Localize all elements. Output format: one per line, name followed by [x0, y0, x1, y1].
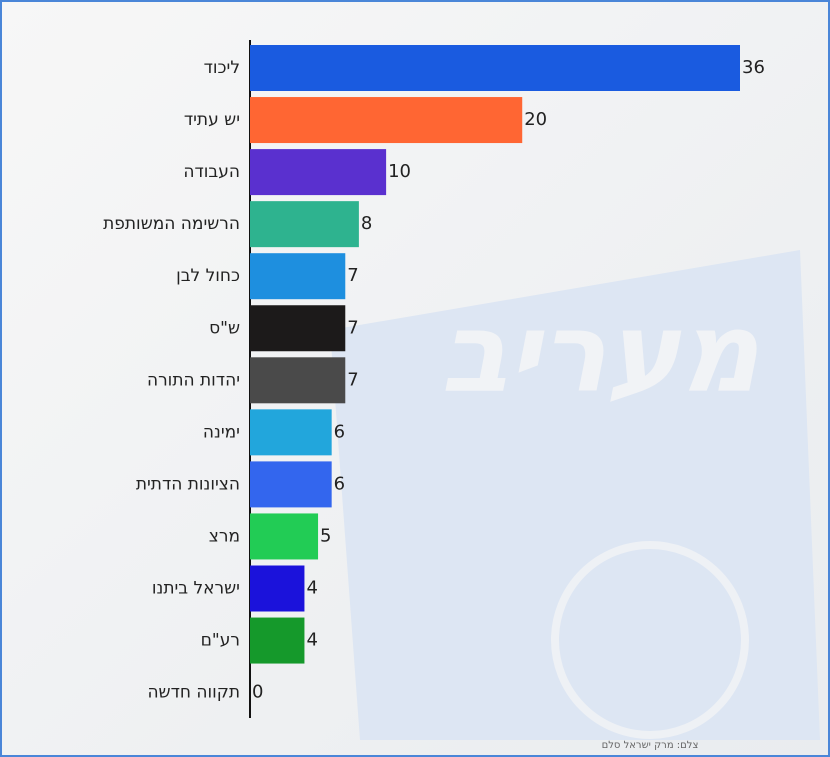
bar [250, 565, 305, 612]
category-label: ימינה [203, 422, 240, 442]
emblem [551, 541, 749, 739]
category-label: כחול לבן [176, 266, 240, 286]
category-label: ש"ס [209, 318, 240, 338]
bar [250, 149, 387, 196]
value-label: 36 [742, 57, 765, 78]
category-label: ליכוד [204, 58, 240, 78]
watermark: מעריב [441, 288, 762, 416]
category-label: יש עתיד [184, 110, 240, 130]
photo-backdrop [330, 250, 820, 740]
category-label: הציונות הדתית [136, 474, 240, 494]
value-label: 6 [334, 421, 345, 442]
category-label: יהדות התורה [147, 370, 240, 390]
value-label: 4 [306, 578, 317, 599]
bar [250, 97, 523, 144]
value-label: 7 [347, 265, 358, 286]
bar [250, 409, 332, 456]
bar [250, 201, 359, 248]
bar [250, 45, 740, 91]
bar [250, 513, 319, 560]
value-label: 4 [306, 630, 317, 651]
value-label: 0 [252, 682, 263, 703]
value-label: 6 [334, 473, 345, 494]
category-label: ישראל ביתנו [152, 579, 240, 599]
value-label: 7 [347, 369, 358, 390]
bar [250, 305, 346, 352]
value-label: 20 [524, 109, 547, 130]
category-label: תקווה חדשה [147, 683, 240, 703]
bar [250, 357, 346, 404]
photo-credit: צלם: מרק ישראל סלם [602, 740, 699, 751]
bar [250, 253, 346, 300]
value-label: 10 [388, 161, 411, 182]
bar [250, 461, 332, 508]
value-label: 7 [347, 317, 358, 338]
category-label: הרשימה המשותפת [103, 214, 240, 234]
category-label: רע"ם [201, 631, 240, 651]
value-label: 5 [320, 525, 331, 546]
value-label: 8 [361, 213, 372, 234]
category-label: העבודה [183, 162, 240, 182]
bar [250, 617, 305, 664]
category-label: מרצ [209, 526, 240, 546]
